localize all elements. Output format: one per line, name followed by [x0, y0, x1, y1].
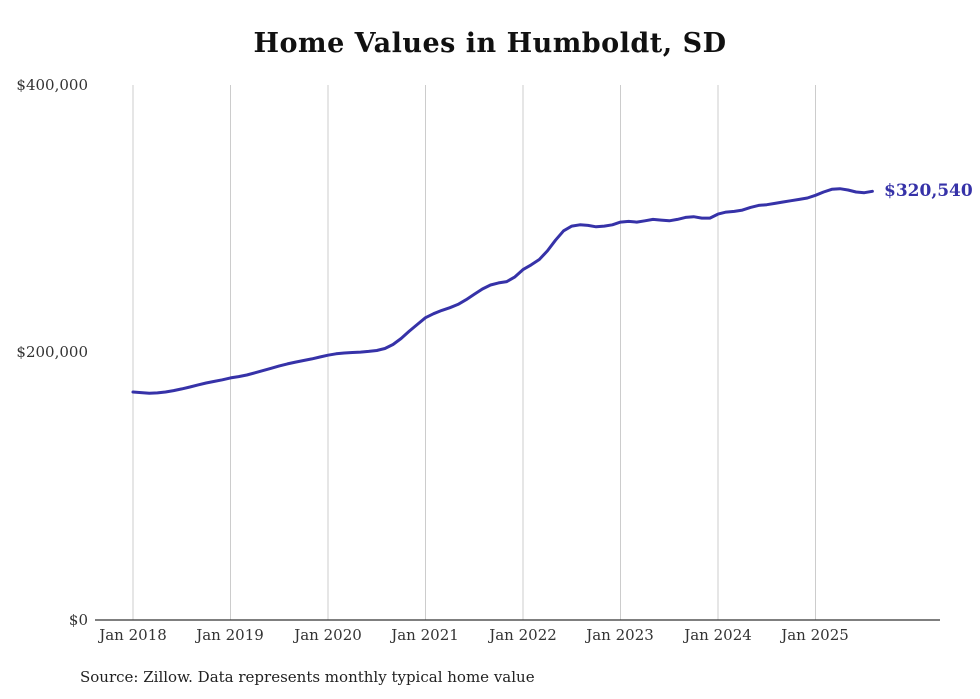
x-tick-label-2025: Jan 2025	[781, 626, 849, 644]
x-tick-label-2023: Jan 2023	[586, 626, 654, 644]
home-value-line	[131, 187, 874, 395]
y-tick-label-400k: $400,000	[16, 76, 88, 94]
y-tick-label-0: $0	[68, 611, 88, 629]
latest-value-label: $320,540	[884, 181, 973, 201]
source-note: Source: Zillow. Data represents monthly …	[80, 668, 535, 686]
x-tick-label-2024: Jan 2024	[684, 626, 752, 644]
chart-title: Home Values in Humboldt, SD	[253, 28, 727, 59]
y-tick-label-200k: $200,000	[16, 343, 88, 361]
x-tick-label-2021: Jan 2021	[391, 626, 459, 644]
x-tick-label-2018: Jan 2018	[99, 626, 167, 644]
x-tick-label-2022: Jan 2022	[489, 626, 557, 644]
x-tick-label-2019: Jan 2019	[196, 626, 264, 644]
x-tick-label-2020: Jan 2020	[294, 626, 362, 644]
